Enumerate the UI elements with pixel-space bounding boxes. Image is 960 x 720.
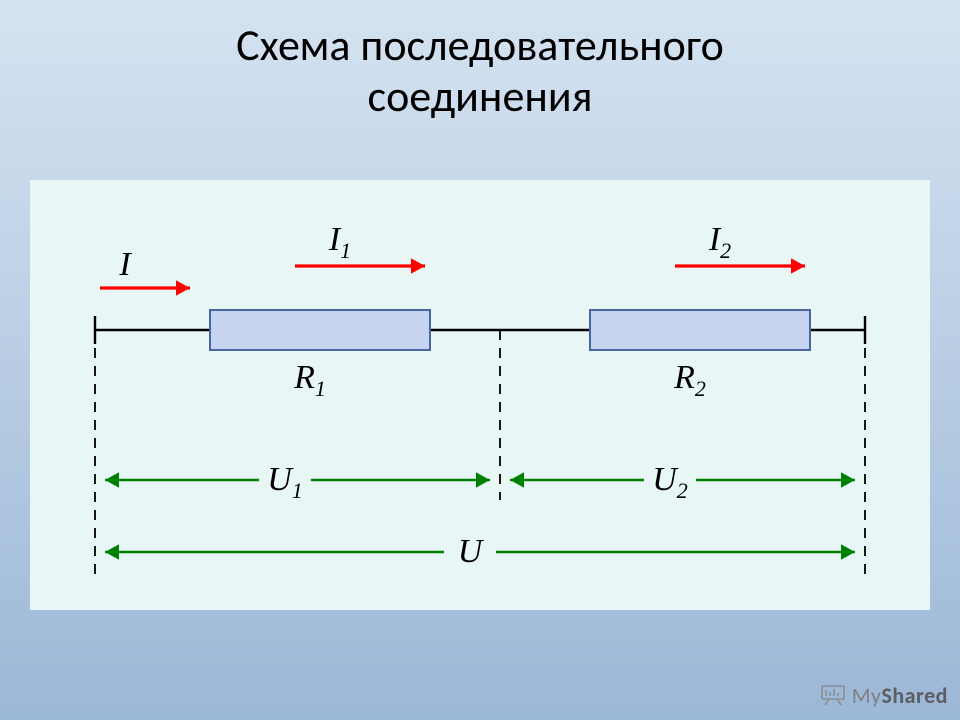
circuit-diagram: II1I2R1R2U1U2U — [30, 180, 930, 610]
presentation-icon — [820, 684, 846, 712]
title-text: Схема последовательногосоединения — [236, 18, 724, 123]
watermark: MyShared — [820, 682, 948, 712]
watermark-suffix: Shared — [881, 682, 948, 709]
diagram-svg: II1I2R1R2U1U2U — [30, 180, 930, 610]
watermark-prefix: My — [852, 682, 882, 709]
label-U: U — [458, 533, 485, 570]
page-title: Схема последовательногосоединения — [0, 20, 960, 121]
slide: Схема последовательногосоединения II1I2R… — [0, 0, 960, 720]
label-I: I — [118, 246, 132, 283]
